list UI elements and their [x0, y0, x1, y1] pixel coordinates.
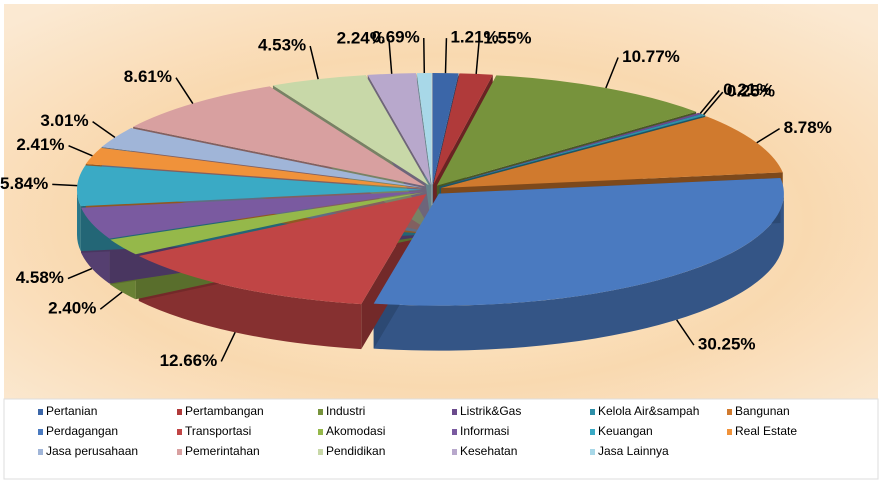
data-label: 0.69% — [372, 28, 420, 47]
legend-label: Bangunan — [735, 404, 790, 418]
legend-swatch — [177, 429, 182, 435]
legend-swatch — [452, 429, 457, 435]
legend-label: Informasi — [460, 424, 509, 438]
legend-box — [3, 398, 879, 480]
slice — [439, 112, 702, 187]
legend-swatch — [590, 429, 595, 435]
legend-label: Jasa perusahaan — [46, 444, 138, 458]
data-label: 8.78% — [784, 118, 832, 137]
legend-swatch — [38, 409, 43, 415]
leader-line — [756, 127, 781, 144]
data-label: 2.24% — [337, 28, 385, 47]
leader-line — [52, 183, 78, 187]
data-label: 4.53% — [258, 36, 306, 55]
legend-swatch — [38, 449, 43, 455]
leader-line — [68, 144, 93, 157]
slice — [439, 113, 706, 187]
slice — [373, 177, 784, 306]
leader-line — [605, 57, 619, 89]
legend-swatch — [177, 449, 182, 455]
legend-swatch — [727, 429, 732, 435]
slice-side — [77, 189, 81, 252]
legend-label: Jasa Lainnya — [598, 444, 669, 458]
slice — [436, 75, 697, 186]
slice — [101, 128, 424, 188]
slice-side — [373, 193, 784, 351]
legend-swatch — [452, 449, 457, 455]
legend-swatch — [318, 409, 323, 415]
leader-line — [676, 319, 695, 346]
data-label: 8.61% — [124, 67, 172, 86]
legend-swatch — [318, 449, 323, 455]
legend-label: Industri — [326, 404, 365, 418]
legend-label: Kelola Air&sampah — [598, 404, 699, 418]
legend-label: Keuangan — [598, 424, 653, 438]
leader-line — [388, 38, 393, 74]
leader-line — [475, 39, 481, 74]
data-label: 4.58% — [16, 268, 64, 287]
legend-label: Pendidikan — [326, 444, 385, 458]
legend-label: Pertambangan — [185, 404, 264, 418]
data-label: 1.21% — [450, 28, 498, 47]
slice — [77, 165, 423, 207]
legend-swatch — [727, 409, 732, 415]
data-label: 5.84% — [0, 174, 48, 193]
leader-line — [309, 45, 319, 80]
legend-label: Pemerintahan — [185, 444, 260, 458]
leader-line — [703, 91, 724, 116]
slice — [367, 73, 431, 186]
legend-swatch — [177, 409, 182, 415]
slice — [416, 73, 432, 186]
leader-line — [67, 267, 93, 280]
legend-label: Akomodasi — [326, 424, 385, 438]
data-label: 0.25% — [727, 82, 775, 101]
legend-label: Perdagangan — [46, 424, 118, 438]
legend-label: Listrik&Gas — [460, 404, 521, 418]
data-label: 12.66% — [160, 351, 218, 370]
slice — [441, 116, 783, 188]
leader-line — [92, 121, 116, 138]
slice — [432, 73, 459, 186]
slice — [85, 147, 423, 189]
leader-line — [699, 89, 720, 114]
legend-swatch — [38, 429, 43, 435]
data-label: 10.77% — [622, 47, 680, 66]
leader-line — [175, 77, 194, 104]
data-label: 30.25% — [698, 335, 756, 354]
data-label: 2.40% — [48, 299, 96, 318]
slice — [272, 75, 429, 186]
leader-line — [99, 291, 123, 310]
legend-swatch — [318, 429, 323, 435]
slice — [433, 73, 493, 186]
data-label: 2.41% — [16, 135, 64, 154]
slice — [133, 86, 426, 187]
data-label: 0.21% — [723, 80, 771, 99]
leader-line — [444, 38, 448, 74]
slice — [138, 194, 427, 305]
slice — [110, 192, 424, 255]
legend-label: Kesehatan — [460, 444, 517, 458]
leader-line — [423, 38, 426, 74]
legend-swatch — [590, 409, 595, 415]
legend-label: Pertanian — [46, 404, 97, 418]
leader-line — [220, 332, 236, 362]
legend-label: Transportasi — [185, 424, 251, 438]
legend-swatch — [452, 409, 457, 415]
data-label: 1.55% — [483, 29, 531, 48]
legend-swatch — [590, 449, 595, 455]
legend-label: Real Estate — [735, 424, 797, 438]
slice — [81, 191, 423, 239]
data-label: 3.01% — [40, 111, 88, 130]
